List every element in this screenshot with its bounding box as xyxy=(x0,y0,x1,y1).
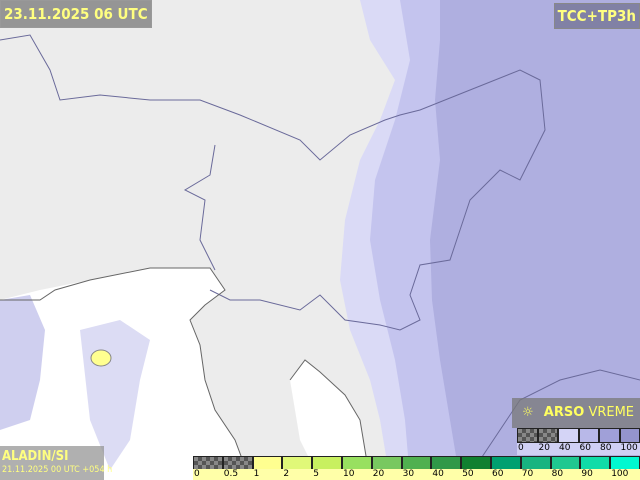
legend-tick-label: 20 xyxy=(372,469,385,479)
legend-tick-label: 40 xyxy=(559,443,571,453)
legend-swatch xyxy=(371,456,402,470)
legend-swatch xyxy=(282,456,313,470)
legend-tick-label: 30 xyxy=(402,469,415,479)
legend-swatch xyxy=(580,456,611,470)
legend-tick-label: 10 xyxy=(343,469,355,479)
legend-tick-label: 1 xyxy=(253,469,260,479)
sun-cloud-icon: ☼ xyxy=(522,405,534,420)
legend-swatch xyxy=(578,428,599,443)
coastline xyxy=(0,267,251,480)
country-border xyxy=(0,34,546,331)
logo-brand-light: VREME xyxy=(588,405,635,420)
legend-swatch xyxy=(599,428,620,443)
model-name: ALADIN/SI xyxy=(2,449,69,464)
legend-tick-label: 100 xyxy=(611,469,629,479)
precip-legend-ticks: 0 0.5 1 2 5 10 20 30 40 50 60 70 80 90 100 xyxy=(193,469,640,480)
model-info: ALADIN/SI 21.11.2025 00 UTC +054 h xyxy=(0,446,113,480)
cloud-high xyxy=(430,0,640,480)
legend-swatch xyxy=(610,456,640,470)
legend-tick-label: 50 xyxy=(462,469,474,479)
legend-tick-label: 0 xyxy=(194,469,200,479)
legend-tick-label: 80 xyxy=(600,443,612,453)
slovenia-border xyxy=(183,144,216,271)
model-run: 21.11.2025 00 UTC +054 h xyxy=(2,465,113,475)
legend-swatch xyxy=(341,456,372,470)
legend-swatch xyxy=(558,428,579,443)
cloud-cover-legend xyxy=(517,428,640,443)
precip-spot xyxy=(90,349,112,367)
legend-tick-label: 70 xyxy=(521,469,534,479)
legend-swatch xyxy=(461,456,491,470)
legend-tick-label: 2 xyxy=(283,469,290,479)
legend-swatch xyxy=(550,456,581,470)
legend-swatch xyxy=(193,456,223,470)
legend-swatch xyxy=(520,456,551,470)
legend-tick-label: 90 xyxy=(581,469,593,479)
legend-tick-label: 40 xyxy=(432,469,444,479)
legend-tick-label: 100 xyxy=(620,443,638,453)
legend-tick-label: 60 xyxy=(579,443,591,453)
legend-tick-label: 5 xyxy=(313,469,319,479)
precip-legend xyxy=(193,456,640,470)
legend-swatch xyxy=(312,456,342,470)
legend-swatch xyxy=(401,456,432,470)
logo-brand-bold: ARSO xyxy=(543,405,585,420)
legend-tick-label: 60 xyxy=(492,469,504,479)
legend-swatch xyxy=(490,456,521,470)
coastline-kvarner xyxy=(289,359,371,480)
cloud-legend-ticks: 0 20 40 60 80 100 xyxy=(517,443,640,455)
legend-tick-label: 80 xyxy=(551,469,564,479)
legend-swatch xyxy=(431,456,462,470)
legend-swatch xyxy=(222,456,253,470)
legend-tick-label: 0.5 xyxy=(223,469,239,479)
cloud-left xyxy=(0,295,45,430)
arso-logo: ☼ ARSO VREME xyxy=(512,398,640,428)
legend-swatch xyxy=(517,428,538,443)
legend-swatch xyxy=(537,428,558,443)
legend-tick-label: 20 xyxy=(538,443,550,453)
legend-swatch xyxy=(252,456,283,470)
valid-time-label: 23.11.2025 06 UTC xyxy=(0,0,152,28)
sea-kvarner xyxy=(290,360,370,480)
product-label: TCC+TP3h xyxy=(553,3,640,29)
legend-swatch xyxy=(619,428,640,443)
legend-tick-label: 0 xyxy=(518,443,524,453)
